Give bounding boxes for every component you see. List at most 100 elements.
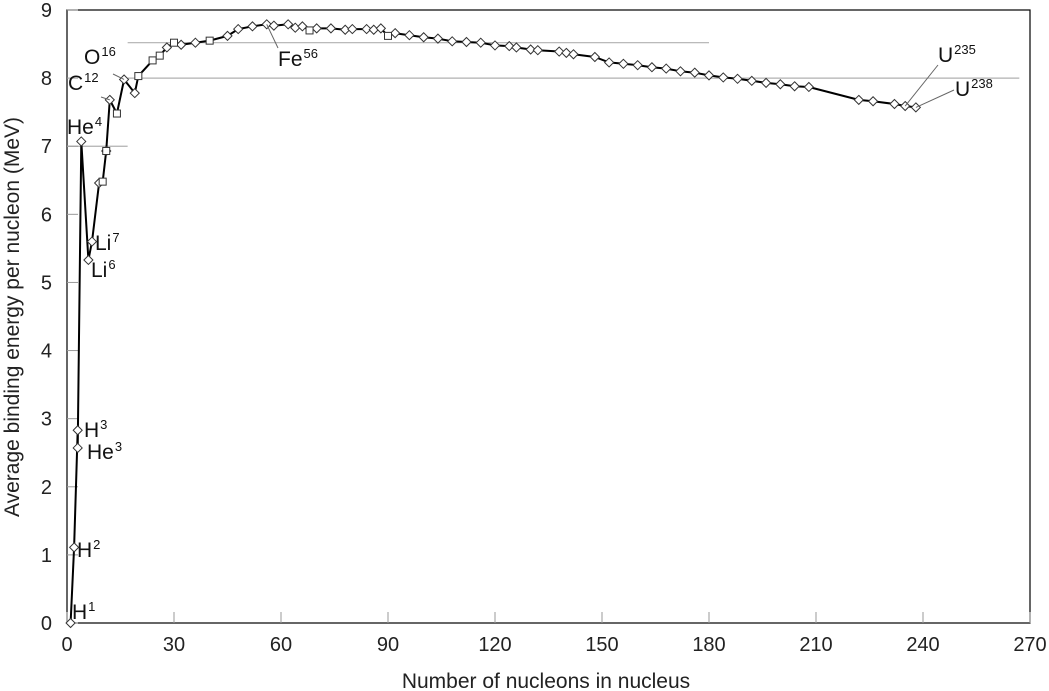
data-point-diamond bbox=[675, 66, 686, 77]
data-point-diamond bbox=[646, 62, 658, 73]
x-tick-label: 240 bbox=[906, 634, 939, 656]
data-point-diamond bbox=[65, 617, 76, 629]
data-point-diamond bbox=[175, 39, 187, 50]
data-point-diamond bbox=[867, 96, 879, 107]
data-point-square bbox=[98, 177, 107, 186]
data-point-diamond bbox=[589, 51, 601, 63]
data-point-diamond bbox=[775, 79, 786, 90]
y-tick-label: 9 bbox=[41, 0, 52, 22]
data-point-square bbox=[155, 51, 164, 60]
annotation-leader-line bbox=[100, 96, 110, 101]
data-point-diamond bbox=[511, 42, 522, 53]
data-point-diamond bbox=[746, 75, 758, 87]
nuclide-label: O16 bbox=[84, 44, 116, 69]
data-point-diamond bbox=[418, 32, 429, 43]
data-point-diamond bbox=[660, 63, 672, 74]
x-tick-label: 180 bbox=[692, 634, 725, 656]
nuclide-label: Li6 bbox=[91, 257, 116, 282]
data-point-diamond bbox=[389, 27, 401, 39]
mass-number: 3 bbox=[100, 417, 107, 432]
nuclide-symbol: Li bbox=[95, 232, 111, 255]
data-point-diamond bbox=[525, 44, 536, 55]
data-point-diamond bbox=[375, 23, 387, 34]
y-tick-label: 4 bbox=[41, 341, 52, 363]
plot-area bbox=[66, 9, 1031, 624]
nuclide-symbol: U bbox=[955, 78, 970, 101]
mass-number: 7 bbox=[112, 230, 119, 245]
y-tick-label: 2 bbox=[41, 477, 52, 499]
data-point-diamond bbox=[475, 37, 486, 48]
nuclide-label: H1 bbox=[72, 599, 95, 624]
x-tick-label: 30 bbox=[163, 634, 185, 656]
x-tick-label: 90 bbox=[377, 634, 399, 656]
data-point-diamond bbox=[489, 40, 501, 51]
x-axis-ticks: 0 30 60 90 120 150 180 210 240 270 bbox=[61, 612, 1047, 656]
nuclide-label: U235 bbox=[938, 42, 976, 67]
x-tick-label: 150 bbox=[585, 634, 618, 656]
x-tick-label: 0 bbox=[61, 634, 72, 656]
data-point-square bbox=[305, 26, 314, 35]
annotation-leader-line bbox=[266, 24, 279, 49]
nuclide-symbol: He bbox=[87, 441, 114, 464]
mass-number: 56 bbox=[304, 46, 318, 61]
annotation-leader-line bbox=[112, 73, 125, 80]
mass-number: 235 bbox=[954, 42, 976, 57]
data-point-diamond bbox=[504, 40, 515, 52]
data-point-square bbox=[102, 146, 111, 155]
data-point-diamond bbox=[789, 81, 800, 92]
mass-number: 12 bbox=[84, 70, 98, 85]
data-point-diamond bbox=[83, 254, 94, 266]
y-tick-label: 6 bbox=[41, 204, 52, 226]
data-point-diamond bbox=[76, 136, 87, 147]
mass-number: 16 bbox=[101, 44, 115, 59]
data-point-square bbox=[112, 109, 121, 118]
data-point-diamond bbox=[347, 23, 358, 35]
data-point-square bbox=[205, 36, 214, 45]
y-tick-label: 1 bbox=[41, 545, 52, 567]
y-tick-label: 8 bbox=[41, 68, 52, 90]
data-point-diamond bbox=[568, 49, 579, 60]
data-point-diamond bbox=[432, 33, 444, 44]
data-point-square bbox=[134, 72, 143, 81]
mass-number: 4 bbox=[95, 114, 102, 129]
data-point-diamond bbox=[404, 29, 415, 41]
data-point-diamond bbox=[325, 23, 337, 34]
nuclide-label: He3 bbox=[87, 439, 122, 464]
data-point-diamond bbox=[247, 21, 258, 32]
data-point-diamond bbox=[718, 72, 729, 83]
data-point-diamond bbox=[532, 44, 544, 56]
data-point-diamond bbox=[446, 36, 458, 47]
x-tick-label: 270 bbox=[1013, 634, 1046, 656]
data-point-diamond bbox=[618, 58, 629, 70]
nuclide-symbol: Fe bbox=[278, 48, 303, 71]
y-axis-ticks: 0 1 2 3 4 5 6 7 8 9 bbox=[41, 0, 78, 635]
data-point-diamond bbox=[361, 23, 372, 35]
y-axis-title: Average binding energy per nucleon (MeV) bbox=[1, 117, 24, 517]
data-point-diamond bbox=[282, 19, 294, 30]
data-point-diamond bbox=[461, 36, 472, 48]
nuclide-label: Fe56 bbox=[278, 46, 318, 71]
data-point-diamond bbox=[689, 67, 700, 78]
nuclide-label: U238 bbox=[955, 76, 993, 101]
data-point-square bbox=[384, 31, 392, 40]
data-point-diamond bbox=[161, 42, 173, 53]
data-point-diamond bbox=[553, 46, 565, 57]
data-point-diamond bbox=[222, 30, 233, 42]
nuclide-symbol: H bbox=[72, 601, 87, 624]
mass-number: 3 bbox=[115, 439, 122, 454]
y-tick-label: 5 bbox=[41, 272, 52, 294]
data-point-square bbox=[170, 38, 178, 47]
y-tick-label: 7 bbox=[41, 136, 52, 158]
nuclide-label: H2 bbox=[77, 537, 100, 562]
x-axis-title: Number of nucleons in nucleus bbox=[402, 670, 690, 691]
data-point-diamond bbox=[68, 542, 80, 553]
data-point-diamond bbox=[853, 94, 865, 106]
annotation-leader-line bbox=[915, 89, 955, 108]
data-point-diamond bbox=[190, 37, 201, 48]
data-point-square bbox=[148, 56, 157, 65]
nuclide-symbol: H bbox=[84, 419, 99, 442]
data-point-diamond bbox=[760, 77, 772, 89]
data-point-diamond bbox=[732, 73, 743, 84]
